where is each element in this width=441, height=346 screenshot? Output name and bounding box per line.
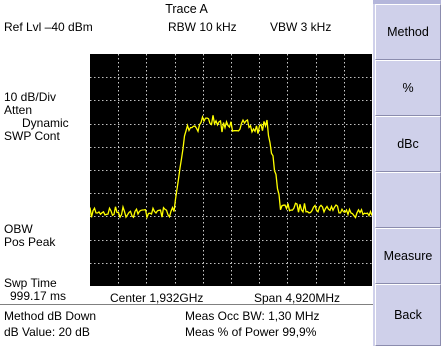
atten-label: Atten (4, 103, 33, 117)
ref-level-label: Ref Lvl –40 dBm (4, 20, 93, 34)
method-status: Method dB Down (4, 309, 97, 323)
db-value-status: dB Value: 20 dB (4, 325, 90, 339)
softkey-back[interactable]: Back (375, 284, 441, 346)
occupied-bw-status: Meas Occ BW: 1,30 MHz (185, 309, 320, 323)
swp-time-value: 999.17 ms (10, 289, 67, 303)
softkey-percent[interactable]: % (375, 60, 441, 116)
softkey-dbc[interactable]: dBc (375, 116, 441, 172)
atten-mode-label: Dynamic (22, 116, 69, 130)
scale-label: 10 dB/Div (4, 90, 57, 104)
percent-power-status: Meas % of Power 99,9% (185, 325, 317, 339)
softkey-blank[interactable] (375, 172, 441, 228)
softkey-panel: Method % dBc Measure Back (373, 0, 441, 346)
detector-label: Pos Peak (4, 235, 56, 249)
softkey-panel-top (373, 0, 441, 4)
measurement-label: OBW (4, 222, 33, 236)
vbw-label: VBW 3 kHz (270, 20, 332, 34)
status-divider (0, 304, 373, 305)
graticule (90, 54, 372, 286)
measurement-display: Trace A Ref Lvl –40 dBm RBW 10 kHz VBW 3… (0, 2, 373, 339)
spectrum-trace (90, 114, 372, 220)
spectrum-plot (90, 54, 372, 286)
rbw-label: RBW 10 kHz (168, 20, 237, 34)
swp-time-label: Swp Time (4, 276, 57, 290)
softkey-method[interactable]: Method (375, 4, 441, 60)
span-label: Span 4,920MHz (254, 291, 341, 305)
center-frequency-label: Center 1,932GHz (110, 291, 204, 305)
trace-title: Trace A (165, 2, 208, 16)
softkey-measure[interactable]: Measure (375, 228, 441, 284)
spectrum-svg (90, 54, 372, 286)
sweep-mode-label: SWP Cont (4, 129, 60, 143)
